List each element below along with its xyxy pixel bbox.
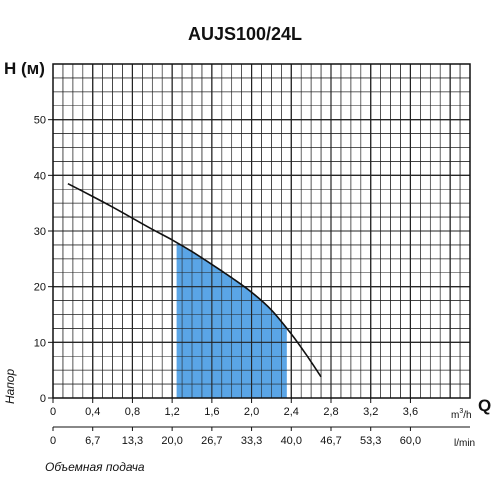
x-tick-label: 1,2	[164, 406, 179, 418]
x-tick-label: 2,0	[244, 406, 259, 418]
x2-tick-label: 26,7	[201, 435, 222, 447]
y-tick-label: 40	[34, 170, 46, 182]
x-tick-label: 2,4	[284, 406, 299, 418]
y-tick-label: 10	[34, 337, 46, 349]
x2-tick-label: 40,0	[281, 435, 302, 447]
y-axis-title: H (м)	[4, 59, 45, 78]
x-axis-unit: m3/h	[451, 408, 472, 421]
chart-grid-overlay	[53, 64, 470, 398]
x-tick-label: 0	[50, 406, 56, 418]
x-tick-label: 1,6	[204, 406, 219, 418]
x2-tick-label: 53,3	[360, 435, 381, 447]
y-tick-label: 30	[34, 226, 46, 238]
y-axis-ticks: 0 10 20 30 40 50	[34, 115, 53, 405]
x2-tick-label: 60,0	[400, 435, 421, 447]
x2-tick-label: 20,0	[161, 435, 182, 447]
x-tick-label: 0,4	[85, 406, 100, 418]
y-tick-label: 50	[34, 115, 46, 127]
pump-curve-line	[67, 182, 322, 378]
x-tick-label: 3,2	[363, 406, 378, 418]
x2-tick-label: 33,3	[241, 435, 262, 447]
x-tick-label: 0,8	[125, 406, 140, 418]
x-axis-ticks: 0 0,4 0,8 1,2 1,6 2,0 2,4 2,8 3,2 3,6	[50, 398, 418, 418]
side-label: Напор	[3, 369, 17, 404]
x-axis-title: Q	[478, 396, 491, 415]
x-tick-label: 3,6	[403, 406, 418, 418]
x2-axis-unit: l/min	[454, 438, 475, 449]
x2-tick-label: 13,3	[122, 435, 143, 447]
bottom-label: Объемная подача	[45, 460, 145, 474]
x-tick-label: 2,8	[323, 406, 338, 418]
x2-tick-label: 6,7	[85, 435, 100, 447]
y-tick-label: 0	[40, 393, 46, 405]
x2-tick-label: 46,7	[320, 435, 341, 447]
chart-title: AUJS100/24L	[188, 24, 302, 44]
x2-axis-ticks: 0 6,7 13,3 20,0 26,7 33,3 40,0 46,7 53,3 60,0	[50, 426, 470, 447]
x2-tick-label: 0	[50, 435, 56, 447]
y-tick-label: 20	[34, 282, 46, 294]
